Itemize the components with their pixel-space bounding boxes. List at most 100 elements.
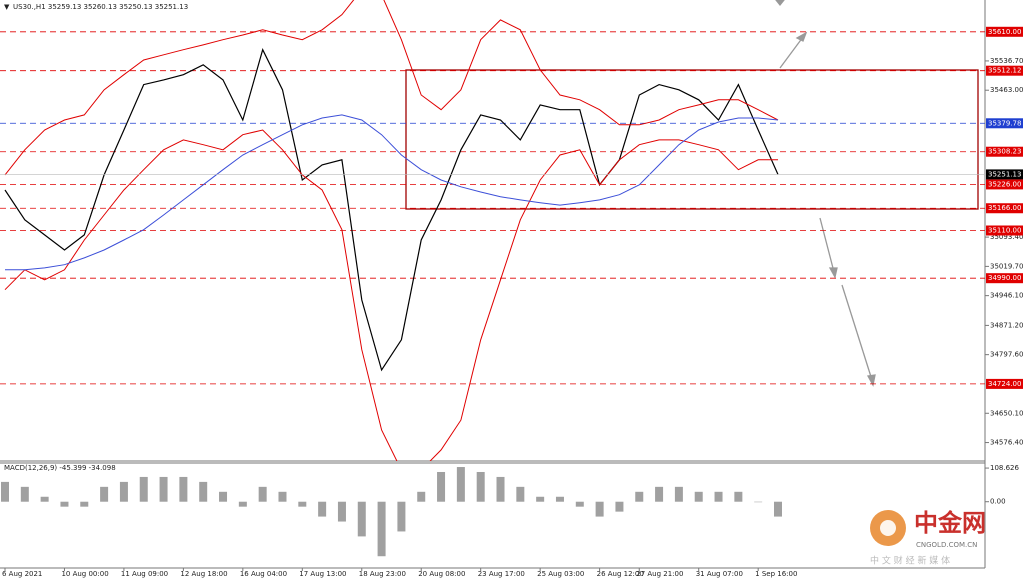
level-label-bg [986, 273, 1023, 284]
macd-bar [774, 501, 782, 517]
macd-bar [674, 486, 683, 502]
level-label: 35610.00 [988, 28, 1021, 36]
level-label: 35379.78 [988, 119, 1021, 127]
arrows [775, 0, 876, 387]
x-tick-label: 12 Aug 18:00 [180, 570, 227, 578]
macd-bar [734, 491, 743, 502]
last-price-label: 35251.13 [988, 170, 1021, 178]
level-label-bg [986, 146, 1023, 157]
level-label-bg [986, 203, 1023, 214]
macd-bar [119, 481, 128, 502]
x-tick-label: 11 Aug 09:00 [121, 570, 168, 578]
indicator-line [4, 0, 779, 176]
price-line [4, 48, 779, 372]
macd-bar [139, 476, 148, 502]
level-label: 35110.00 [988, 227, 1021, 235]
macd-bar [60, 501, 69, 507]
y-tick-label: 34650.10 [990, 409, 1023, 417]
level-label-bg [986, 65, 1023, 76]
macd-bar [278, 491, 287, 502]
macd-bar [258, 486, 267, 502]
x-tick-label: 10 Aug 00:00 [61, 570, 108, 578]
collapse-icon: ▼ [4, 3, 10, 11]
macd-bar [199, 481, 208, 502]
indicator-line [4, 129, 778, 461]
x-tick-label: 6 Aug 2021 [2, 570, 42, 578]
macd-bar [595, 501, 604, 517]
level-label: 34724.00 [988, 380, 1021, 388]
x-tick-label: 16 Aug 04:00 [240, 570, 287, 578]
main-plot [0, 0, 985, 461]
level-label-bg [986, 26, 1023, 37]
chart-title: US30.,H1 35259.13 35260.13 35250.13 3525… [13, 3, 188, 11]
macd-bar [496, 476, 505, 502]
watermark-logo [880, 520, 896, 536]
watermark-site: CNGOLD.COM.CN [916, 541, 977, 549]
x-tick-label: 20 Aug 08:00 [418, 570, 465, 578]
macd-bar [516, 486, 525, 502]
x-tick-label: 17 Aug 13:00 [299, 570, 346, 578]
level-label: 35308.23 [988, 148, 1021, 156]
macd-bar [179, 476, 188, 502]
x-tick-label: 18 Aug 23:00 [359, 570, 406, 578]
y-tick-label: 35463.00 [990, 86, 1023, 94]
macd-bar [655, 486, 664, 502]
macd-bar [318, 501, 327, 517]
level-label: 35226.00 [988, 180, 1021, 188]
level-label: 35166.00 [988, 204, 1021, 212]
level-label-bg [986, 225, 1023, 236]
macd-bar [615, 501, 624, 512]
level-label: 34990.00 [988, 274, 1021, 282]
last-price-bg [986, 169, 1023, 180]
macd-bar [159, 476, 168, 502]
macd-bar [555, 496, 564, 502]
y-tick-label: 35536.70 [990, 57, 1023, 65]
y-tick-label: 34797.60 [990, 351, 1023, 359]
macd-bar [377, 501, 386, 557]
macd-bar [575, 501, 584, 507]
x-tick-label: 31 Aug 07:00 [696, 570, 743, 578]
x-tick-label: 27 Aug 21:00 [636, 570, 683, 578]
range-box [405, 69, 979, 210]
level-label-bg [986, 118, 1023, 129]
macd-bar [219, 491, 228, 502]
x-tick-label: 23 Aug 17:00 [478, 570, 525, 578]
watermark: 中金网 CNGOLD.COM.CN 中 文 财 经 新 媒 体 [870, 509, 986, 567]
x-tick-label: 25 Aug 03:00 [537, 570, 584, 578]
macd-bar [1, 481, 9, 502]
macd-bar [635, 491, 644, 502]
macd-bar [437, 471, 446, 502]
indicator-line [5, 114, 779, 271]
level-label-bg [986, 378, 1023, 389]
watermark-tagline: 中 文 财 经 新 媒 体 [870, 555, 950, 567]
macd-bar [298, 501, 307, 507]
macd-bar [456, 467, 465, 502]
macd-bar [80, 501, 89, 507]
x-tick-label: 1 Sep 16:00 [755, 570, 797, 578]
macd-bar [536, 496, 545, 502]
y-tick-label: 34946.10 [990, 292, 1023, 300]
y-tick-label: 34871.20 [990, 321, 1023, 329]
macd-bar [417, 491, 426, 502]
macd-bar [40, 496, 49, 502]
macd-bar [100, 486, 109, 502]
y-tick-label: 34576.40 [990, 439, 1023, 447]
level-label-bg [986, 179, 1023, 190]
macd-bar [754, 501, 763, 503]
macd-plot [1, 467, 782, 557]
macd-title: MACD(12,26,9) -45.399 -34.098 [4, 464, 116, 472]
x-tick-label: 26 Aug 12:00 [597, 570, 644, 578]
y-tick-label: 108.626 [990, 464, 1019, 472]
macd-bar [476, 471, 485, 502]
y-tick-label: 0.00 [990, 498, 1006, 506]
level-label: 35512.12 [988, 67, 1021, 75]
macd-bar [20, 486, 29, 502]
macd-bar [714, 491, 723, 502]
macd-bar [337, 501, 346, 522]
watermark-brand: 中金网 [914, 509, 986, 537]
macd-bar [694, 491, 703, 502]
macd-bar [357, 501, 366, 537]
y-tick-label: 35093.40 [990, 233, 1023, 241]
